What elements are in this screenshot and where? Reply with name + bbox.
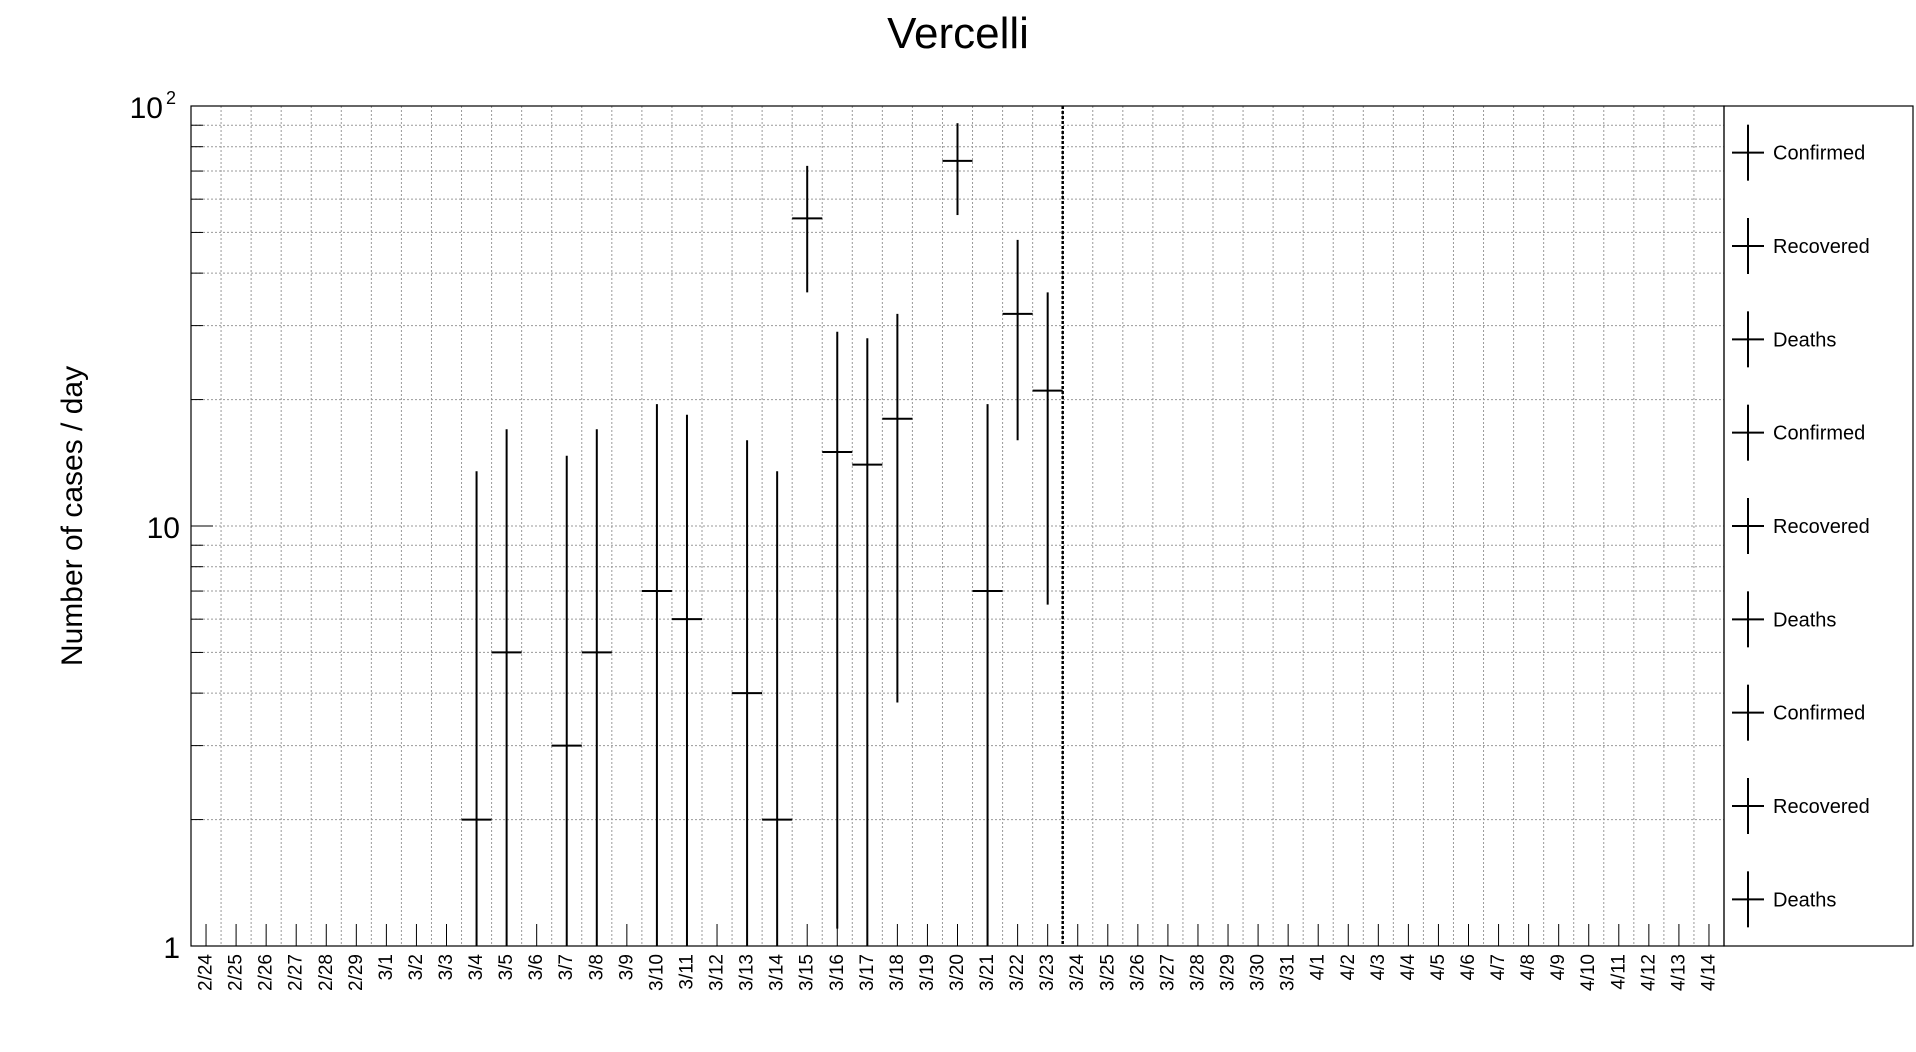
x-tick-label: 3/5 [496,954,517,980]
x-tick-label: 3/28 [1187,954,1208,991]
data-point [792,165,823,293]
x-tick-label: 3/12 [707,954,728,991]
x-tick-label: 3/25 [1097,954,1118,991]
data-point [671,414,702,946]
x-tick-label: 4/11 [1608,954,1629,990]
data-point [461,471,492,946]
x-tick-label: 3/15 [797,954,818,991]
x-tick-label: 3/14 [767,954,788,991]
x-tick-label: 4/3 [1368,954,1389,980]
legend-label: Confirmed [1773,423,1865,445]
x-tick-label: 2/26 [256,954,277,991]
data-point [491,429,522,946]
chart-title: Vercelli [887,9,1029,58]
x-tick-label: 3/16 [827,954,848,991]
x-tick-label: 3/9 [616,954,637,980]
x-tick-label: 4/5 [1428,954,1449,980]
x-tick-label: 2/27 [286,954,307,991]
x-tick-label: 3/27 [1157,954,1178,991]
x-tick-label: 3/26 [1127,954,1148,991]
x-tick-label: 4/6 [1458,954,1479,980]
data-point [762,471,793,946]
data-point [882,313,913,703]
x-tick-label: 3/24 [1067,954,1088,991]
x-tick-label: 2/25 [226,954,247,991]
x-axis-tick-labels: 2/24 2/25 2/26 2/27 2/28 2/29 3/1 3/2 3/3 3/4 3/5 3… [196,924,1719,991]
x-tick-label: 4/9 [1548,954,1569,980]
x-tick-label: 3/10 [646,954,667,991]
x-tick-label: 4/2 [1338,954,1359,980]
y-axis-label: Number of cases / day [56,366,89,666]
legend-label: Confirmed [1773,143,1865,165]
x-tick-label: 3/8 [586,954,607,980]
x-tick-label: 3/23 [1037,954,1058,991]
legend-label: Confirmed [1773,703,1865,725]
y-tick-label-1: 1 [163,932,180,965]
data-point [641,404,672,946]
legend-entry: Confirmed [1732,684,1865,741]
data-point [852,338,883,946]
x-tick-label: 3/3 [436,954,457,980]
x-tick-label: 3/7 [556,954,577,980]
x-tick-label: 3/31 [1278,954,1299,991]
x-tick-label: 4/4 [1398,954,1419,981]
x-tick-label: 4/7 [1488,954,1509,980]
y-tick-label-100-base: 10 [130,92,163,125]
legend-entry: Deaths [1732,591,1836,648]
y-tick-label-100-exp: 2 [166,88,176,108]
x-tick-label: 4/12 [1638,954,1659,991]
x-tick-label: 3/18 [887,954,908,991]
x-tick-label: 3/29 [1218,954,1239,991]
x-tick-label: 3/22 [1007,954,1028,991]
legend: Confirmed Recovered Deaths Confirmed Recover… [1732,124,1870,928]
x-tick-label: 2/28 [316,954,337,991]
x-tick-label: 4/8 [1518,954,1539,980]
legend-entry: Deaths [1732,311,1836,368]
data-point [581,429,612,946]
x-tick-label: 3/1 [376,954,397,980]
legend-entry: Confirmed [1732,124,1865,181]
data-point [551,455,582,946]
x-tick-label: 3/19 [917,954,938,991]
data-point [1002,239,1033,441]
legend-entry: Recovered [1732,498,1870,554]
grid [191,106,1724,946]
legend-entry: Recovered [1732,218,1870,274]
legend-box [1723,105,1914,947]
legend-label: Deaths [1773,609,1836,631]
legend-label: Deaths [1773,329,1836,351]
data-point [732,440,763,946]
x-tick-label: 4/13 [1668,954,1689,991]
x-tick-label: 3/6 [526,954,547,980]
x-tick-label: 4/10 [1578,954,1599,991]
data-point [1032,292,1063,605]
x-tick-label: 4/14 [1698,954,1719,991]
x-tick-label: 3/2 [406,954,427,980]
x-tick-label: 3/4 [466,954,487,981]
legend-label: Deaths [1773,889,1836,911]
data-marks [461,123,1063,946]
legend-entry: Deaths [1732,871,1836,928]
data-point [942,123,973,216]
x-tick-label: 3/30 [1248,954,1269,991]
x-tick-label: 4/1 [1308,954,1329,980]
y-tick-label-10: 10 [147,512,180,545]
x-tick-label: 3/13 [737,954,758,991]
x-tick-label: 3/11 [676,954,697,990]
x-tick-label: 2/24 [196,954,217,991]
legend-label: Recovered [1773,796,1870,818]
x-tick-label: 2/29 [346,954,367,991]
x-tick-label: 3/20 [947,954,968,991]
data-point [972,404,1003,946]
x-tick-label: 3/21 [977,954,998,991]
data-point [822,331,853,929]
legend-entry: Confirmed [1732,404,1865,461]
legend-entry: Recovered [1732,778,1870,834]
x-tick-label: 3/17 [857,954,878,991]
legend-label: Recovered [1773,516,1870,538]
y-axis-ticks: 1 10 10 2 [130,88,213,965]
legend-label: Recovered [1773,236,1870,258]
